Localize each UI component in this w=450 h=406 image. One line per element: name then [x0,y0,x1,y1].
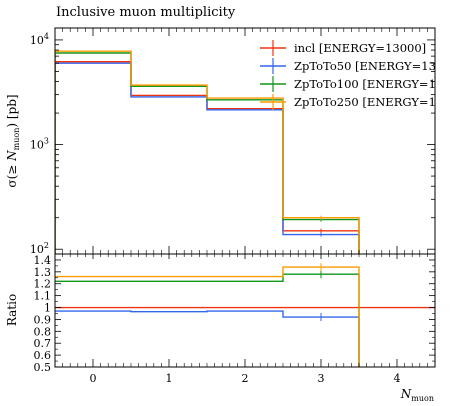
series-1-ratio-line [55,310,360,367]
ratio-tick-label-0: 0.5 [34,361,52,374]
ratio-tick-label-9: 1.4 [34,254,52,267]
ratio-tick-label-4: 0.9 [34,313,52,326]
legend-label-2: ZpToTo100 [ENERGY=13000] [294,77,450,91]
ratio-tick-label-6: 1.1 [34,290,52,303]
x-tick-label-3: 3 [318,372,325,385]
ratio-tick-label-8: 1.3 [34,266,52,279]
ratio-tick-label-3: 0.8 [34,325,52,338]
y-tick-label-2: 104 [30,32,49,47]
legend-label-0: incl [ENERGY=13000] [294,41,426,55]
x-tick-label-1: 1 [166,372,173,385]
x-tick-label-4: 4 [394,372,401,385]
legend-label-1: ZpToTo50 [ENERGY=13000] [294,59,450,73]
y-axis-label: σ(≥ Nmuon) [pb] [5,94,21,187]
series-2-ratio-line [55,273,360,367]
x-tick-label-0: 0 [90,372,97,385]
ratio-tick-label-1: 0.6 [34,349,52,362]
x-axis-label: Nmuon [400,387,434,403]
y-tick-label-1: 103 [30,137,49,152]
ratio-tick-label-7: 1.2 [34,278,52,291]
legend: incl [ENERGY=13000] ZpToTo50 [ENERGY=1300… [260,40,450,110]
series-3-ratio-line [55,266,360,367]
ratio-axis-label: Ratio [5,294,19,326]
ratio-tick-label-2: 0.7 [34,337,52,350]
chart-title: Inclusive muon multiplicity [56,5,236,20]
x-tick-label-2: 2 [242,372,249,385]
legend-label-3: ZpToTo250 [ENERGY=13000] [294,95,450,109]
ratio-tick-label-5: 1 [44,302,51,315]
